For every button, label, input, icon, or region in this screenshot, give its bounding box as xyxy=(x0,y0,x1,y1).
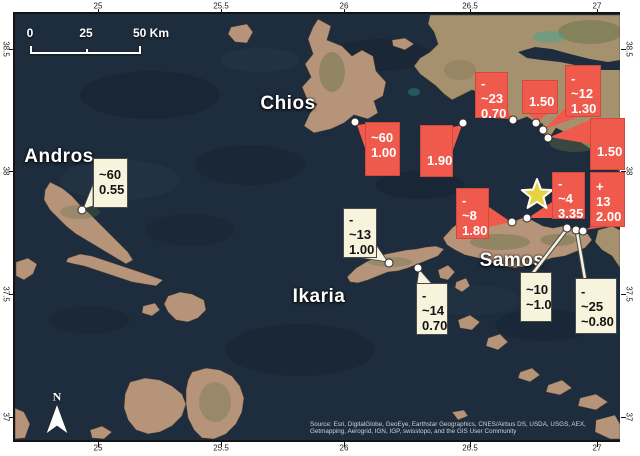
callout-samos-25: - ~25 ~0.80 xyxy=(575,278,617,334)
scale-label-50km: 50 Km xyxy=(132,26,170,40)
island-tinos xyxy=(65,253,164,287)
island-psara xyxy=(227,23,254,44)
callout-cesme-tip: 1.90 xyxy=(420,125,453,177)
scale-label-25: 25 xyxy=(79,26,93,40)
callout-chios-se: ~60 1.00 xyxy=(365,122,400,176)
tick xyxy=(9,417,14,418)
tick xyxy=(597,9,598,14)
axis-label-bottom-26: 26 xyxy=(339,443,349,453)
tick xyxy=(221,442,222,447)
epicenter-star-icon xyxy=(520,178,554,209)
tick xyxy=(344,9,345,14)
annotation-overlay xyxy=(45,108,605,435)
tick xyxy=(9,294,14,295)
axis-label-bottom-25: 25 xyxy=(93,443,103,453)
axis-label-bottom-27: 27 xyxy=(592,443,602,453)
callout-ikaria-e: - ~14 0.70 xyxy=(416,283,448,335)
observation-dot xyxy=(458,118,468,128)
island-syros xyxy=(15,257,38,281)
island-mykonos xyxy=(163,291,207,323)
north-label: N xyxy=(52,389,62,404)
tick xyxy=(470,442,471,447)
tick xyxy=(597,442,598,447)
callout-samos-4: - ~4 3.35 xyxy=(552,172,585,221)
observation-point-markers xyxy=(77,115,588,273)
axis-label-top-27: 27 xyxy=(592,1,602,11)
axis-label-top-26: 26 xyxy=(339,1,349,11)
island-naxos xyxy=(185,367,245,440)
tick xyxy=(621,294,626,295)
observation-dot xyxy=(413,263,423,273)
tick xyxy=(98,442,99,447)
callout-coast-13p: + 13 2.00 xyxy=(590,172,625,227)
observation-dot xyxy=(77,205,87,215)
island-chios xyxy=(301,18,387,134)
tick xyxy=(9,171,14,172)
cream-callout-tails xyxy=(82,183,433,285)
observation-dot xyxy=(531,118,541,128)
observation-dot xyxy=(522,213,532,223)
scale-label-0: 0 xyxy=(26,26,34,40)
tick xyxy=(470,9,471,14)
axis-label-bottom-265: 26.5 xyxy=(462,443,478,453)
observation-dot xyxy=(578,226,588,236)
island-label-andros: Andros xyxy=(24,146,94,167)
island-oinousses xyxy=(391,37,415,51)
axis-label-bottom-255: 25.5 xyxy=(213,443,229,453)
tick xyxy=(9,49,14,50)
island-label-chios: Chios xyxy=(260,93,316,114)
observation-dot xyxy=(562,223,572,233)
callout-samos-8: - ~8 1.80 xyxy=(456,188,489,239)
island-paros xyxy=(123,377,187,435)
axis-label-top-25: 25 xyxy=(93,1,103,11)
callout-andros: ~60 0.55 xyxy=(93,158,128,208)
callout-ikaria-w: - ~13 1.00 xyxy=(343,208,377,258)
observation-dot xyxy=(384,258,394,268)
tick xyxy=(98,9,99,14)
gulf-inlet xyxy=(518,47,620,70)
observation-dot xyxy=(538,125,548,135)
callout-coast-150b: 1.50 xyxy=(590,118,625,170)
axis-label-top-255: 25.5 xyxy=(213,1,229,11)
tick xyxy=(221,9,222,14)
callout-coast-12: - ~12 1.30 xyxy=(565,65,601,117)
leader-lines xyxy=(531,227,588,280)
observation-dot xyxy=(507,217,517,227)
axis-label-top-265: 26.5 xyxy=(462,1,478,11)
north-arrow-icon xyxy=(45,402,69,435)
callout-samos-10: ~10 ~1.0 xyxy=(520,272,552,322)
observation-dot xyxy=(508,115,518,125)
tick xyxy=(621,417,626,418)
land-texture xyxy=(60,20,620,422)
observation-dot xyxy=(543,133,553,143)
tick xyxy=(621,171,626,172)
map-attribution: Source: Esri, DigitalGlobe, GeoEye, Eart… xyxy=(310,421,586,435)
observation-dot xyxy=(350,117,360,127)
callout-coast-150a: 1.50 xyxy=(522,80,558,114)
tick xyxy=(344,442,345,447)
scale-bar-bracket xyxy=(30,46,141,54)
island-fourni xyxy=(437,264,456,281)
tick xyxy=(621,49,626,50)
callout-coast-23: - ~23 0.70 xyxy=(475,72,508,121)
island-label-ikaria: Ikaria xyxy=(292,286,346,307)
island-label-samos: Samos xyxy=(479,250,545,271)
